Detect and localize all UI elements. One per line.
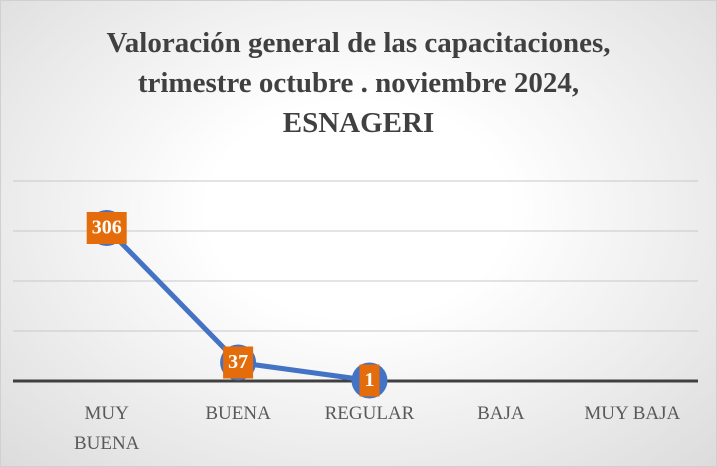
x-tick-label: BUENA bbox=[205, 403, 271, 424]
data-label-box bbox=[359, 364, 380, 397]
data-label: 306 bbox=[86, 212, 127, 244]
x-tick-label: REGULAR bbox=[324, 403, 415, 424]
data-label: 37 bbox=[223, 346, 254, 379]
data-label: 1 bbox=[359, 364, 380, 397]
chart-title: Valoración general de las capacitaciones… bbox=[106, 27, 611, 139]
data-label-text: 1 bbox=[365, 369, 375, 391]
data-label-box bbox=[86, 212, 127, 244]
x-tick-label: MUY BUENA bbox=[73, 403, 140, 454]
data-label-box bbox=[223, 346, 254, 379]
x-tick-label: BAJA bbox=[477, 403, 525, 424]
data-label-text: 306 bbox=[92, 217, 122, 239]
data-label-text: 37 bbox=[228, 351, 248, 373]
x-tick-label: MUY BAJA bbox=[584, 403, 681, 424]
